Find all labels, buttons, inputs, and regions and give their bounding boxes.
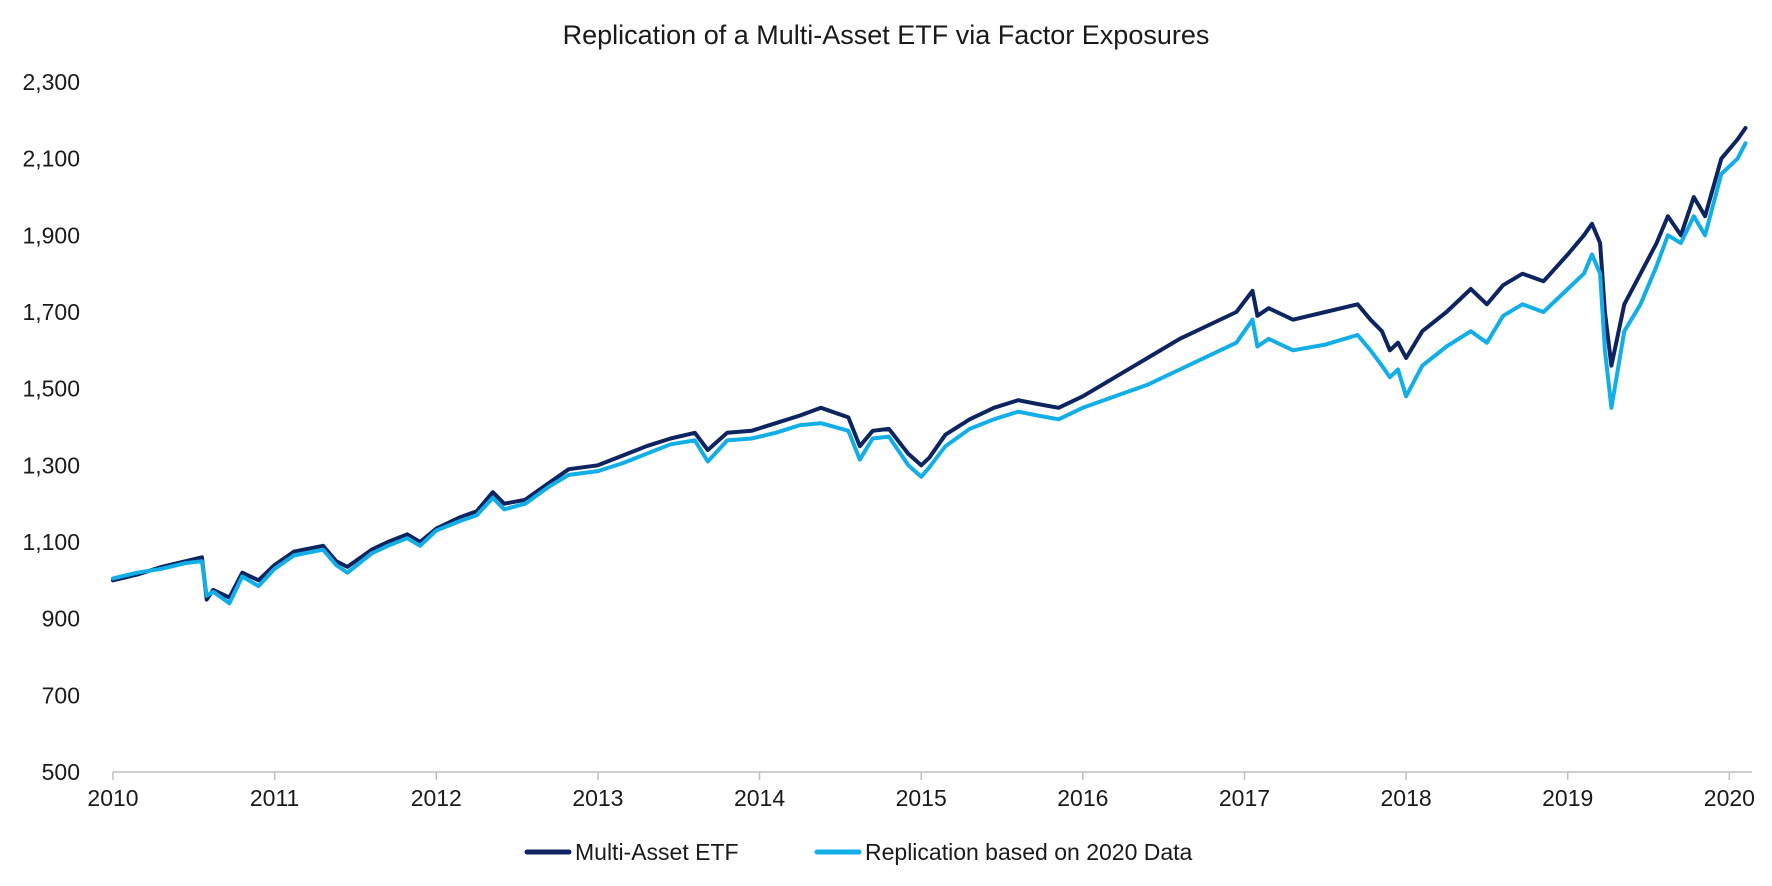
y-tick-label: 700 bbox=[42, 682, 80, 708]
legend-label-0: Multi-Asset ETF bbox=[575, 839, 739, 865]
y-tick-label: 1,100 bbox=[22, 529, 80, 555]
y-tick-label: 2,300 bbox=[22, 69, 80, 95]
x-tick-label: 2019 bbox=[1542, 785, 1593, 811]
x-tick-label: 2010 bbox=[87, 785, 138, 811]
x-tick-label: 2014 bbox=[734, 785, 785, 811]
y-tick-label: 500 bbox=[42, 759, 80, 785]
x-axis: 2010 2011 2012 2013 2014 2015 2016 2017 2018 2019… bbox=[87, 771, 1755, 811]
y-tick-label: 1,300 bbox=[22, 452, 80, 478]
x-tick-label: 2013 bbox=[572, 785, 623, 811]
y-tick-label: 900 bbox=[42, 606, 80, 632]
x-tick-label: 2015 bbox=[896, 785, 947, 811]
chart-title: Replication of a Multi-Asset ETF via Fac… bbox=[563, 20, 1210, 50]
series-line-0 bbox=[111, 126, 1748, 602]
x-tick-label: 2018 bbox=[1381, 785, 1432, 811]
series-line-1 bbox=[111, 141, 1748, 606]
y-tick-label: 2,100 bbox=[22, 146, 80, 172]
y-tick-label: 1,900 bbox=[22, 222, 80, 248]
x-tick-label: 2020 bbox=[1704, 785, 1755, 811]
y-tick-label: 1,700 bbox=[22, 299, 80, 325]
x-tick-label: 2011 bbox=[250, 785, 299, 811]
legend: Multi-Asset ETF Replication based on 2020… bbox=[524, 839, 1193, 865]
x-tick-label: 2016 bbox=[1057, 785, 1108, 811]
y-axis: 500 700 900 1,100 1,300 1,500 1,700 1,900 2,100 2… bbox=[22, 69, 80, 785]
y-tick-label: 1,500 bbox=[22, 376, 80, 402]
x-tick-label: 2012 bbox=[411, 785, 462, 811]
legend-label-1: Replication based on 2020 Data bbox=[865, 839, 1193, 865]
x-tick-label: 2017 bbox=[1219, 785, 1270, 811]
series-layer bbox=[111, 126, 1748, 606]
